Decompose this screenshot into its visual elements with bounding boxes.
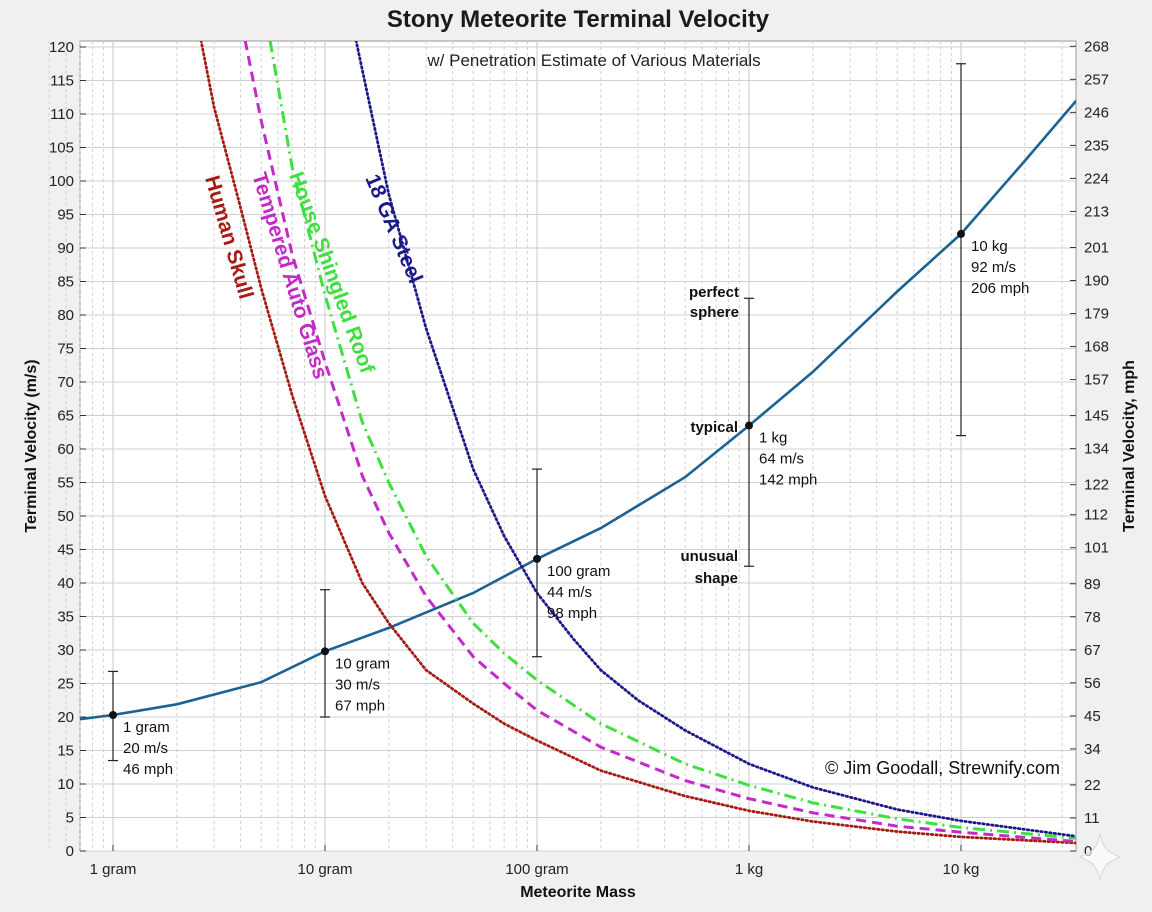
point-label: 1 gram — [123, 719, 170, 736]
point-label: 98 mph — [547, 605, 597, 622]
y-tick-label: 45 — [57, 542, 74, 559]
data-point — [957, 229, 965, 238]
y2-tick-label: 201 — [1084, 239, 1109, 256]
y-tick-label: 80 — [57, 307, 74, 324]
y2-tick-label: 11 — [1084, 810, 1100, 827]
y-tick-label: 70 — [57, 374, 74, 391]
y-tick-label: 5 — [66, 810, 74, 827]
data-point — [321, 647, 329, 656]
point-label: 142 mph — [759, 472, 817, 489]
y2-tick-label: 45 — [1084, 708, 1101, 725]
x-tick-label: 1 gram — [90, 861, 137, 878]
y2-tick-label: 134 — [1084, 441, 1109, 458]
y2-tick-label: 0 — [1084, 843, 1092, 860]
point-label: 206 mph — [971, 280, 1029, 297]
y2-tick-label: 224 — [1084, 170, 1109, 187]
y-tick-label: 20 — [57, 709, 74, 726]
annotation-perfect: perfect — [689, 284, 739, 301]
chart-title: Stony Meteorite Terminal Velocity — [387, 6, 770, 33]
y-axis-label: Terminal Velocity (m/s) — [23, 359, 40, 532]
y2-tick-label: 89 — [1084, 576, 1101, 593]
y2-tick-label: 122 — [1084, 477, 1109, 494]
y-tick-label: 105 — [49, 140, 74, 157]
y2-tick-label: 34 — [1084, 741, 1101, 758]
y2-axis-label: Terminal Velocity, mph — [1121, 360, 1138, 532]
y-tick-label: 90 — [57, 240, 74, 257]
sparkle-icon — [1078, 833, 1122, 881]
annotation-shape: shape — [695, 570, 738, 587]
y-tick-label: 25 — [57, 676, 74, 693]
plot-area — [79, 40, 1077, 852]
y-tick-label: 100 — [49, 173, 74, 190]
point-label: 64 m/s — [759, 451, 804, 468]
y2-tick-label: 235 — [1084, 137, 1109, 154]
point-label: 67 mph — [335, 697, 385, 714]
annotation-unusual: unusual — [680, 548, 738, 565]
y2-tick-label: 179 — [1084, 306, 1109, 323]
point-label: 46 mph — [123, 761, 173, 778]
point-label: 44 m/s — [547, 584, 592, 601]
x-tick-label: 10 gram — [297, 861, 352, 878]
y2-tick-label: 145 — [1084, 408, 1109, 425]
curve-18-ga-steel — [354, 41, 1076, 838]
data-point — [109, 710, 117, 719]
curve-human-skull — [199, 41, 1076, 845]
data-point — [745, 421, 753, 430]
y2-tick-label: 112 — [1084, 507, 1108, 524]
y-tick-label: 120 — [49, 39, 74, 56]
x-tick-label: 10 kg — [943, 861, 980, 878]
point-label: 1 kg — [759, 430, 787, 447]
y2-tick-label: 257 — [1084, 71, 1109, 88]
chart-subtitle: w/ Penetration Estimate of Various Mater… — [426, 51, 760, 70]
y2-tick-label: 101 — [1084, 540, 1109, 557]
point-label: 30 m/s — [335, 676, 380, 693]
y-tick-label: 85 — [57, 274, 74, 291]
curve-tempered-auto-glass — [243, 41, 1076, 844]
y2-tick-label: 168 — [1084, 339, 1109, 356]
point-label: 92 m/s — [971, 259, 1016, 276]
y-tick-label: 15 — [57, 743, 74, 760]
y-tick-label: 0 — [66, 843, 74, 860]
y-tick-label: 50 — [57, 508, 74, 525]
credit-text: © Jim Goodall, Strewnify.com — [825, 758, 1060, 778]
y-tick-label: 115 — [50, 73, 74, 90]
y-tick-label: 75 — [57, 341, 74, 358]
y-tick-label: 60 — [57, 441, 74, 458]
y-tick-label: 40 — [57, 575, 74, 592]
grid — [48, 41, 1076, 852]
y2-tick-label: 213 — [1084, 203, 1109, 220]
axis-ticks: 0 5 10 15 20 25 30 35 40 45 50 55 60 65 70 75 80 85 90 95 10… — [49, 38, 1109, 878]
point-label: 20 m/s — [123, 740, 168, 757]
y-tick-label: 110 — [50, 106, 74, 123]
curve-house-shingled-roof — [268, 41, 1076, 840]
y-tick-label: 10 — [57, 776, 74, 793]
y2-tick-label: 67 — [1084, 642, 1101, 659]
data-point — [533, 554, 541, 563]
point-label: 10 kg — [971, 238, 1008, 255]
y2-tick-label: 22 — [1084, 777, 1101, 794]
y2-tick-label: 246 — [1084, 104, 1109, 121]
y-tick-label: 35 — [57, 609, 74, 626]
x-tick-label: 1 kg — [735, 861, 763, 878]
y2-tick-label: 157 — [1084, 372, 1109, 389]
curve-terminal — [80, 99, 1076, 721]
annotation-typical: typical — [690, 419, 738, 436]
x-axis-label: Meteorite Mass — [520, 884, 636, 901]
x-tick-label: 100 gram — [505, 861, 568, 878]
data-points: 1 gram 20 m/s 46 mph 10 gram 30 m/s 67 mph 100… — [108, 63, 1029, 778]
point-label: 100 gram — [547, 563, 610, 580]
y-tick-label: 65 — [57, 408, 74, 425]
y2-tick-label: 78 — [1084, 609, 1101, 626]
curves — [80, 41, 1076, 845]
y2-tick-label: 190 — [1084, 273, 1109, 290]
y2-tick-label: 56 — [1084, 675, 1101, 692]
y2-tick-label: 268 — [1084, 38, 1109, 55]
annotation-sphere: sphere — [690, 304, 739, 321]
y-tick-label: 55 — [57, 475, 74, 492]
point-label: 10 gram — [335, 655, 390, 672]
y-tick-label: 30 — [57, 642, 74, 659]
y-tick-label: 95 — [57, 207, 74, 224]
